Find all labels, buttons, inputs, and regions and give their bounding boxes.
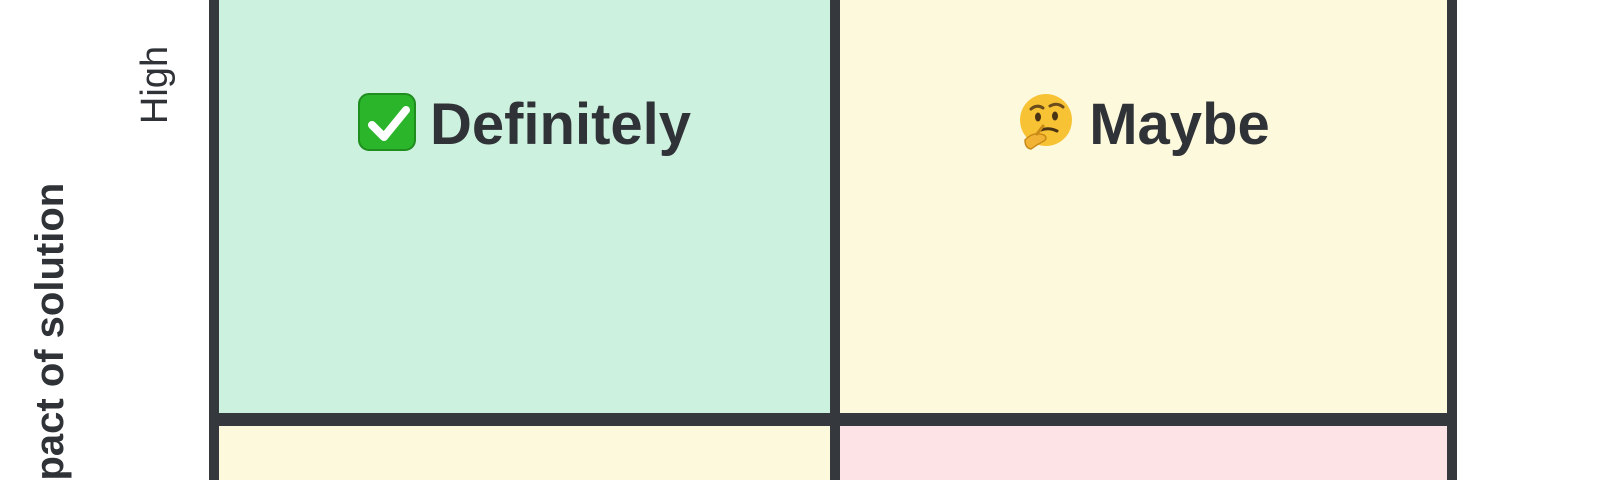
quadrant-definitely-heading: Definitely — [219, 90, 830, 160]
quadrant-bottom-left — [219, 426, 830, 480]
check-mark-button-icon — [357, 93, 416, 151]
quadrant-bottom-right — [840, 426, 1447, 480]
thinking-face-icon — [1017, 93, 1075, 151]
y-axis-title: Impact of solution — [28, 182, 72, 480]
y-axis-high-label: High — [134, 45, 176, 125]
quadrant-maybe-label: Maybe — [1089, 92, 1270, 157]
quadrant-definitely: Definitely — [219, 0, 830, 413]
quadrant-maybe: Maybe — [840, 0, 1447, 413]
quadrant-definitely-label: Definitely — [429, 92, 692, 157]
quadrant-maybe-heading: Maybe — [840, 90, 1447, 160]
matrix-grid: Definitely Maybe — [209, 0, 1457, 480]
